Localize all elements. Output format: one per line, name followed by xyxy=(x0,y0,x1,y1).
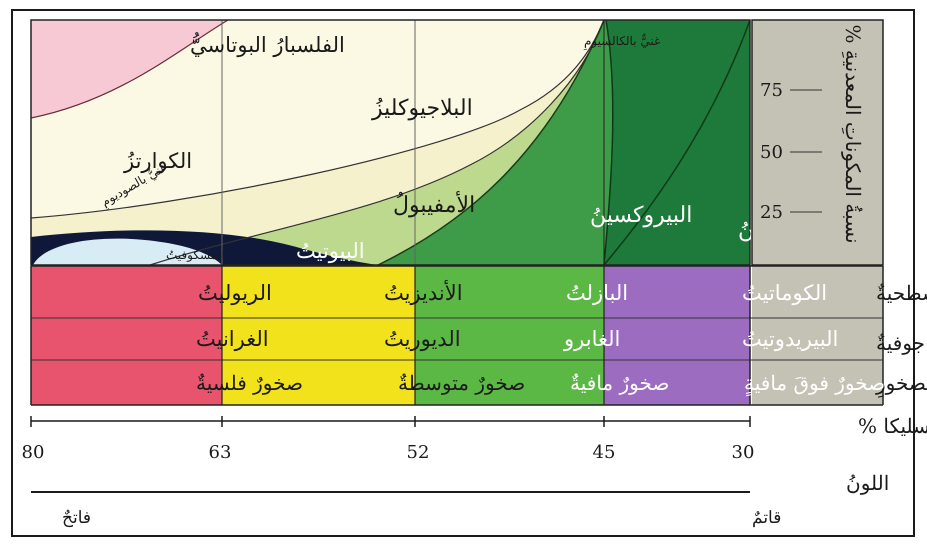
row-label-classification: تصنيفُ الصخورِ xyxy=(875,371,927,398)
olivine-field xyxy=(604,20,750,265)
rock-diorite: الديوريتُ xyxy=(384,327,461,352)
percentage-tick-25: 25 xyxy=(760,202,783,223)
row-labels-column xyxy=(752,266,883,405)
mineral-percentage-panel xyxy=(751,19,884,266)
rock-peridotite: البيريدوتيتُ xyxy=(742,327,838,352)
rock-granite: الغرانيتُ xyxy=(196,327,269,352)
row-label-volcanic: صخورٌ سطحيةٌ xyxy=(876,281,927,305)
class-felsic: صخورٌ فلسيةٌ xyxy=(196,371,303,395)
amphibole-label: الأمفيبولُ xyxy=(393,190,475,218)
k-feldspar-label: الفلسبارُ البوتاسيُّ xyxy=(190,32,345,58)
class-intermediate: صخورٌ متوسطةٌ xyxy=(398,371,525,395)
silica-tick-30: 30 xyxy=(732,442,755,463)
silica-tick-45: 45 xyxy=(593,442,616,463)
silica-tick-63: 63 xyxy=(209,442,232,463)
class-ultramafic: صخورٌ فوقَ مافيةٍ xyxy=(744,371,885,396)
rock-table xyxy=(30,265,884,406)
silica-tick-80: 80 xyxy=(22,442,45,463)
intermediate-column xyxy=(222,266,415,405)
calcium-rich-label: غنيٌّ بالكالسيومِ xyxy=(583,33,660,51)
percentage-tick-50: 50 xyxy=(760,142,783,163)
ultramafic-column xyxy=(604,266,750,405)
muscovite-label: المسكوفيتُ xyxy=(166,248,225,262)
diagram-frame xyxy=(11,9,915,537)
silica-tick-52: 52 xyxy=(407,442,430,463)
rock-gabbro: الغابرو xyxy=(563,327,620,352)
color-dark-label: قاتمٌ xyxy=(752,508,781,528)
biotite-field xyxy=(31,230,378,265)
plagioclase-label: البلاجيوكليزُ xyxy=(371,96,473,121)
color-scale-label: اللونُ xyxy=(846,471,889,495)
class-mafic: صخورٌ مافيةٌ xyxy=(570,371,669,395)
k-feldspar-field xyxy=(31,20,228,118)
row-label-plutonic: صخورٌ جوفيةٌ xyxy=(876,331,927,355)
percentage-panel-title: نسبةُ المكوناتِ المعدنيةِ % xyxy=(841,24,865,243)
biotite-label: البيوتيتُ xyxy=(296,239,365,264)
mineral-composition-area xyxy=(30,19,751,266)
rock-basalt: البازلتُ xyxy=(566,281,628,306)
quartz-label: الكوارتزُ xyxy=(123,149,192,174)
pyroxene-label: البيروكسينُ xyxy=(590,203,692,228)
felsic-column xyxy=(31,266,222,405)
percentage-tick-75: 75 xyxy=(760,80,783,101)
mafic-column xyxy=(415,266,604,405)
rock-andesite: الأنديزيتُ xyxy=(384,279,463,306)
color-light-label: فاتحٌ xyxy=(62,508,91,528)
silica-axis-label: السليكا % xyxy=(858,414,927,438)
silica-axis xyxy=(30,416,751,427)
rock-komatiite: الكوماتيتُ xyxy=(742,281,827,306)
muscovite-field xyxy=(33,238,222,265)
rock-rhyolite: الريوليتُ xyxy=(198,281,272,306)
